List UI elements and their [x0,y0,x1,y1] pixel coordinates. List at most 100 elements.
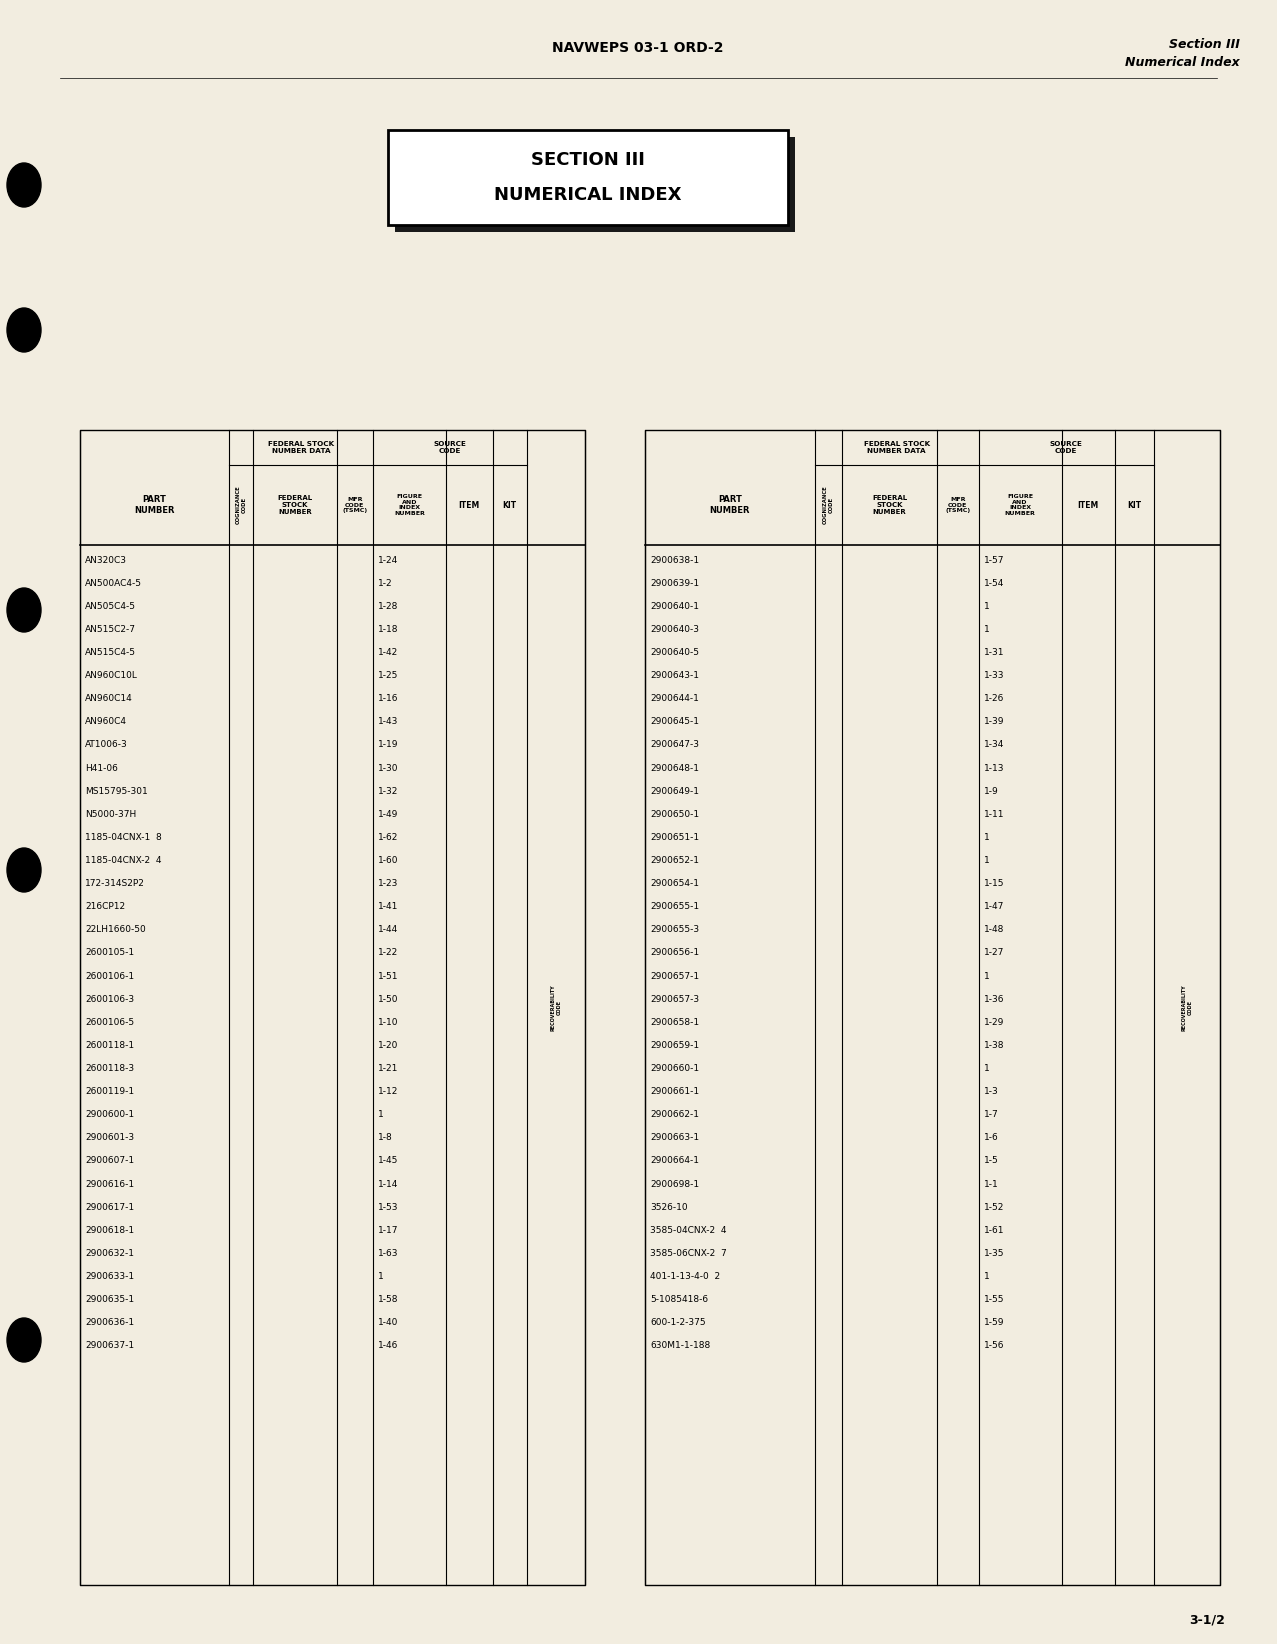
Text: 3585-06CNX-2  7: 3585-06CNX-2 7 [650,1249,727,1258]
Text: AN515C2-7: AN515C2-7 [86,625,135,635]
Text: 1-40: 1-40 [378,1318,398,1327]
Text: 1-36: 1-36 [983,995,1004,1003]
Text: 2900635-1: 2900635-1 [86,1295,134,1304]
Text: 172-314S2P2: 172-314S2P2 [86,880,144,888]
Text: 2600118-1: 2600118-1 [86,1041,134,1051]
Text: 1-30: 1-30 [378,763,398,773]
Text: 1-61: 1-61 [983,1226,1004,1235]
Text: Section III: Section III [1170,38,1240,51]
Text: FEDERAL STOCK
NUMBER DATA: FEDERAL STOCK NUMBER DATA [268,441,335,454]
Text: 1-8: 1-8 [378,1133,392,1143]
Text: 2900662-1: 2900662-1 [650,1110,699,1120]
Text: 1-16: 1-16 [378,694,398,704]
Text: 2900645-1: 2900645-1 [650,717,699,727]
Text: 2600106-3: 2600106-3 [86,995,134,1003]
Text: 1-54: 1-54 [983,579,1004,587]
Text: 1-39: 1-39 [983,717,1004,727]
Text: COGNIZANCE
CODE: COGNIZANCE CODE [822,485,834,524]
Ellipse shape [6,163,41,207]
Text: 1-7: 1-7 [983,1110,999,1120]
Text: 1-45: 1-45 [378,1156,398,1166]
Text: 1-43: 1-43 [378,717,398,727]
Text: 1-20: 1-20 [378,1041,398,1051]
Text: 2600105-1: 2600105-1 [86,949,134,957]
Text: 1-31: 1-31 [983,648,1004,658]
Text: 2900651-1: 2900651-1 [650,834,699,842]
Bar [395,136,796,232]
Text: 2900657-3: 2900657-3 [650,995,699,1003]
Text: ITEM: ITEM [1078,500,1099,510]
Text: 1-15: 1-15 [983,880,1004,888]
Text: 1-5: 1-5 [983,1156,999,1166]
Text: 2900657-1: 2900657-1 [650,972,699,980]
Text: 1-24: 1-24 [378,556,398,564]
Text: FIGURE
AND
INDEX
NUMBER: FIGURE AND INDEX NUMBER [395,493,425,516]
Text: 1: 1 [983,602,990,610]
Text: AT1006-3: AT1006-3 [86,740,128,750]
Text: 2900640-3: 2900640-3 [650,625,699,635]
Text: 2900649-1: 2900649-1 [650,786,699,796]
Text: AN500AC4-5: AN500AC4-5 [86,579,142,587]
Text: COGNIZANCE
CODE: COGNIZANCE CODE [236,485,246,524]
Text: 2600118-3: 2600118-3 [86,1064,134,1074]
Text: 1: 1 [983,1064,990,1074]
Text: FIGURE
AND
INDEX
NUMBER: FIGURE AND INDEX NUMBER [1005,493,1036,516]
Text: 1-11: 1-11 [983,810,1004,819]
Text: 600-1-2-375: 600-1-2-375 [650,1318,706,1327]
Text: PART
NUMBER: PART NUMBER [134,495,175,515]
Text: 2600119-1: 2600119-1 [86,1087,134,1097]
Text: 2900658-1: 2900658-1 [650,1018,699,1028]
Text: 1-29: 1-29 [983,1018,1004,1028]
Text: 1-42: 1-42 [378,648,398,658]
Text: 2900601-3: 2900601-3 [86,1133,134,1143]
Text: ITEM: ITEM [458,500,480,510]
Text: 1-18: 1-18 [378,625,398,635]
Text: 1-14: 1-14 [378,1179,398,1189]
Text: 3585-04CNX-2  4: 3585-04CNX-2 4 [650,1226,727,1235]
Text: 2900632-1: 2900632-1 [86,1249,134,1258]
Text: 216CP12: 216CP12 [86,903,125,911]
Bar [80,431,585,1585]
Text: 1-41: 1-41 [378,903,398,911]
Text: 2900659-1: 2900659-1 [650,1041,699,1051]
Bar [645,431,1220,1585]
Text: 1-55: 1-55 [983,1295,1004,1304]
Text: 1-34: 1-34 [983,740,1004,750]
Text: 2900638-1: 2900638-1 [650,556,699,564]
Text: Numerical Index: Numerical Index [1125,56,1240,69]
Text: 1-51: 1-51 [378,972,398,980]
Text: 22LH1660-50: 22LH1660-50 [86,926,146,934]
Text: 1: 1 [983,625,990,635]
Text: 2600106-1: 2600106-1 [86,972,134,980]
Text: 2900640-5: 2900640-5 [650,648,699,658]
Text: 630M1-1-188: 630M1-1-188 [650,1342,710,1350]
Text: 2900660-1: 2900660-1 [650,1064,699,1074]
Text: 1-63: 1-63 [378,1249,398,1258]
Text: 1-26: 1-26 [983,694,1004,704]
Text: 401-1-13-4-0  2: 401-1-13-4-0 2 [650,1272,720,1281]
Text: FEDERAL STOCK
NUMBER DATA: FEDERAL STOCK NUMBER DATA [863,441,930,454]
Text: 1-13: 1-13 [983,763,1004,773]
Text: 1-44: 1-44 [378,926,398,934]
Text: 3526-10: 3526-10 [650,1203,687,1212]
Text: 1-62: 1-62 [378,834,398,842]
Bar [388,130,788,225]
Text: AN515C4-5: AN515C4-5 [86,648,135,658]
Ellipse shape [6,307,41,352]
Text: 1: 1 [378,1110,383,1120]
Text: AN960C4: AN960C4 [86,717,126,727]
Text: H41-06: H41-06 [86,763,117,773]
Text: 2900652-1: 2900652-1 [650,857,699,865]
Text: 1-17: 1-17 [378,1226,398,1235]
Text: 2900616-1: 2900616-1 [86,1179,134,1189]
Text: KIT: KIT [1128,500,1142,510]
Text: 1185-04CNX-1  8: 1185-04CNX-1 8 [86,834,162,842]
Text: 2900644-1: 2900644-1 [650,694,699,704]
Text: 2900600-1: 2900600-1 [86,1110,134,1120]
Text: MFR
CODE
(TSMC): MFR CODE (TSMC) [342,496,368,513]
Text: 1-59: 1-59 [983,1318,1004,1327]
Text: RECOVERABILITY
CODE: RECOVERABILITY CODE [1181,985,1193,1031]
Text: 2900663-1: 2900663-1 [650,1133,699,1143]
Text: SECTION III: SECTION III [531,151,645,169]
Text: 2900639-1: 2900639-1 [650,579,699,587]
